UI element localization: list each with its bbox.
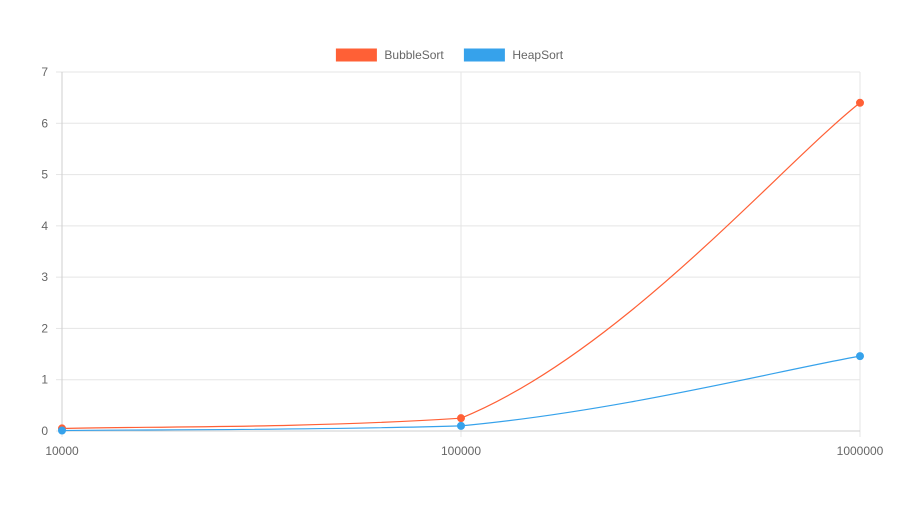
y-tick-label: 7 <box>41 65 48 79</box>
legend: BubbleSort HeapSort <box>335 48 564 62</box>
y-tick-label: 6 <box>41 116 48 130</box>
series-line <box>61 102 861 430</box>
series-lines <box>58 98 864 435</box>
y-tick-label: 0 <box>41 424 48 438</box>
grid <box>61 71 861 432</box>
data-point[interactable] <box>58 426 66 435</box>
x-tick-label: 1000000 <box>837 444 884 458</box>
y-tick-label: 2 <box>41 321 48 335</box>
data-point[interactable] <box>856 352 864 361</box>
axes: 0 1 2 3 4 5 6 7 10000 100000 1000000 <box>41 65 883 458</box>
y-tick-label: 5 <box>41 168 48 182</box>
legend-label: HeapSort <box>512 48 563 62</box>
series-heapsort <box>58 352 864 435</box>
legend-item-heapsort[interactable]: HeapSort <box>463 48 564 62</box>
y-tick-label: 3 <box>41 270 48 284</box>
y-tick-label: 4 <box>41 219 48 233</box>
x-tick-label: 10000 <box>45 444 79 458</box>
legend-label: BubbleSort <box>384 48 444 62</box>
legend-item-bubblesort[interactable]: BubbleSort <box>335 48 444 62</box>
data-point[interactable] <box>457 421 465 430</box>
data-point[interactable] <box>457 414 465 423</box>
y-tick-label: 1 <box>41 373 48 387</box>
legend-swatch <box>335 48 377 62</box>
x-tick-label: 100000 <box>441 444 481 458</box>
legend-swatch <box>463 48 505 62</box>
data-point[interactable] <box>856 98 864 107</box>
